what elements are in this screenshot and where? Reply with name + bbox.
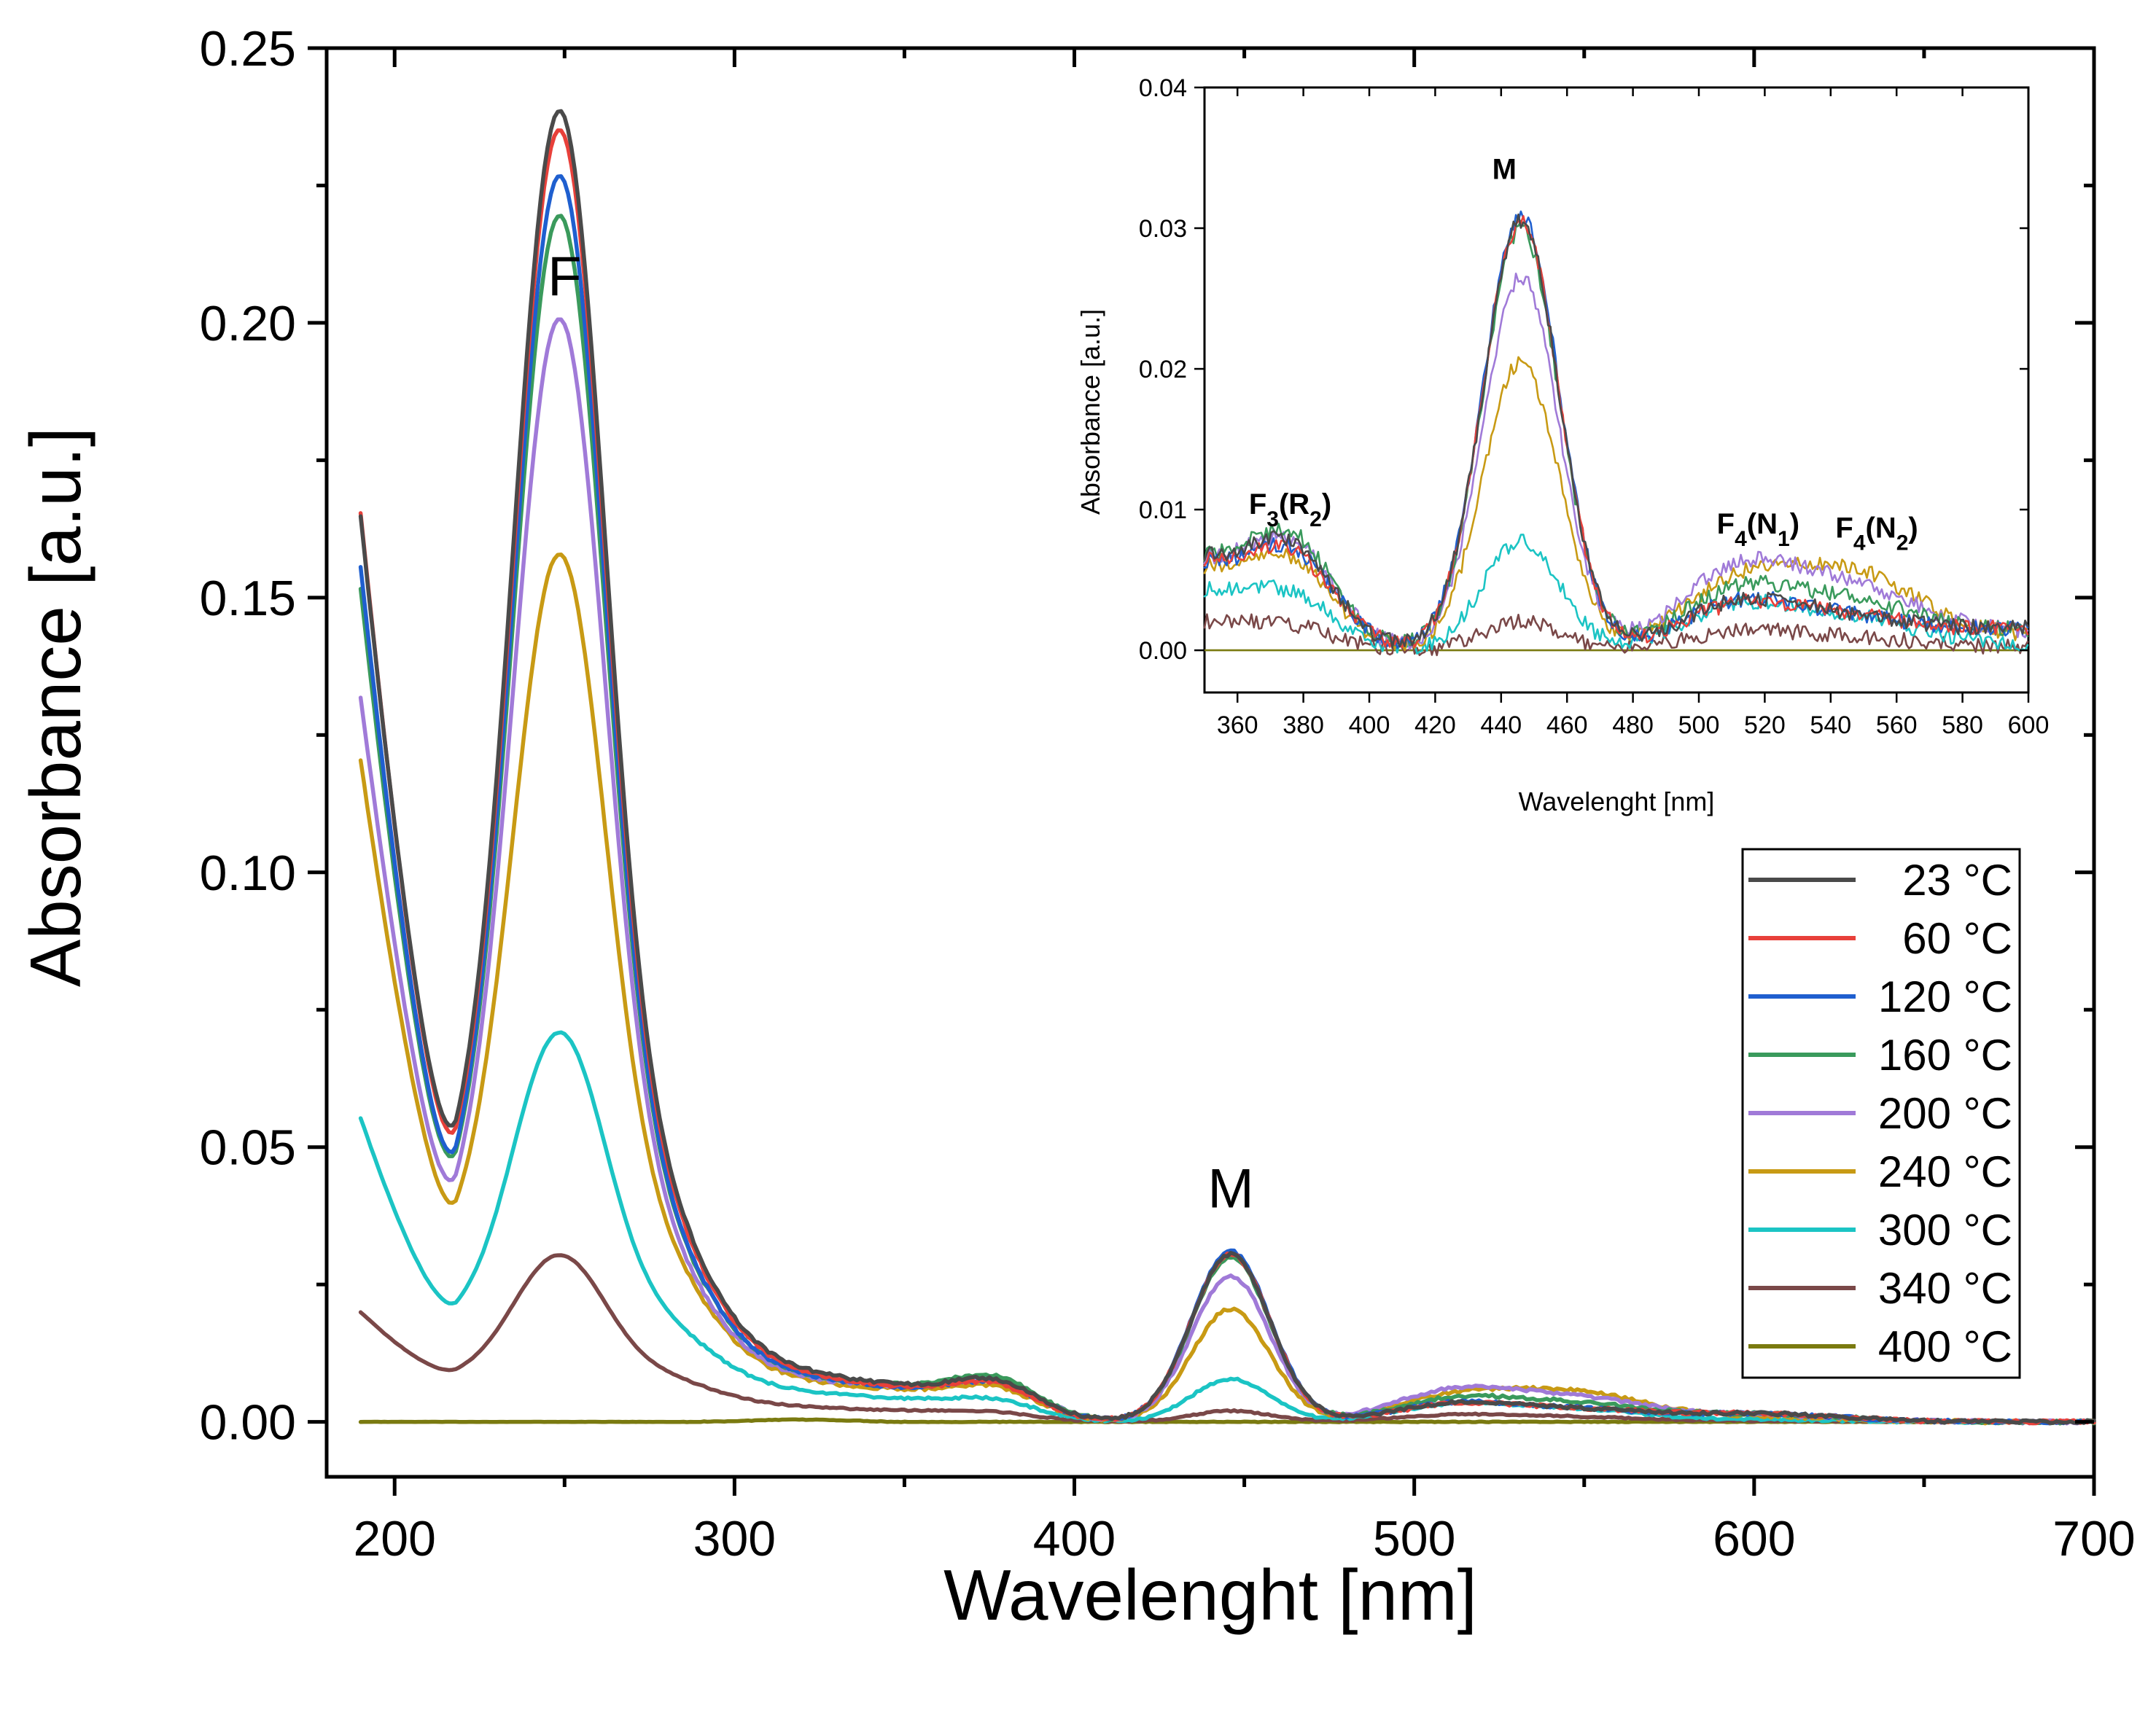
main-y-tick-label: 0.05 (200, 1120, 296, 1176)
main-y-axis-title: Absorbance [a.u.] (15, 427, 96, 987)
inset-x-tick-label: 580 (1942, 711, 1983, 739)
inset-y-axis-title: Absorbance [a.u.] (1075, 309, 1105, 515)
main-x-tick-label: 200 (353, 1511, 435, 1566)
main-peak-labels: FM (548, 246, 1254, 1219)
inset-y-tick-label: 0.04 (1139, 74, 1187, 102)
main-x-tick-label: 300 (693, 1511, 776, 1566)
legend-label: 400 °C (1878, 1322, 2012, 1371)
legend-label: 160 °C (1878, 1031, 2012, 1080)
inset-x-tick-label: 480 (1612, 711, 1654, 739)
legend: 23 °C 60 °C 120 °C 160 °C 200 °C 240 °C 300 °… (1741, 848, 2021, 1379)
inset-y-tick-label: 0.03 (1139, 215, 1187, 243)
inset-x-tick-label: 420 (1414, 711, 1456, 739)
legend-label: 200 °C (1878, 1089, 2012, 1138)
inset-series-340c (1203, 613, 2029, 657)
inset-peak-label: M (1493, 153, 1517, 185)
main-y-tick-label: 0.00 (200, 1395, 296, 1451)
inset-series-group (1203, 210, 2029, 657)
legend-label: 240 °C (1878, 1147, 2012, 1196)
legend-label: 300 °C (1878, 1206, 2012, 1254)
inset-x-tick-label: 500 (1678, 711, 1720, 739)
main-x-axis-title: Wavelenght [nm] (943, 1555, 1477, 1635)
main-y-tick-label: 0.20 (200, 296, 296, 351)
legend-label: 23 °C (1902, 856, 2012, 905)
main-x-tick-label: 600 (1713, 1511, 1795, 1566)
main-axis-ticks: 200 300 400 500 600 700 0.00 0.05 0.10 0.15 0.20 0.… (200, 21, 2136, 1566)
inset-x-tick-label: 600 (2008, 711, 2050, 739)
main-x-tick-label: 400 (1033, 1511, 1116, 1566)
main-series-23c (358, 109, 2096, 1425)
inset-x-tick-label: 540 (1810, 711, 1851, 739)
inset-y-tick-label: 0.01 (1139, 496, 1187, 524)
inset-y-tick-label: 0.00 (1139, 637, 1187, 665)
inset-series-23c (1203, 213, 2029, 649)
inset-x-tick-label: 380 (1283, 711, 1324, 739)
inset-y-tick-label: 0.02 (1139, 356, 1187, 383)
inset-plot-frame (1203, 86, 2030, 694)
main-plot-frame (324, 46, 2096, 1479)
inset-x-axis-title: Wavelenght [nm] (1519, 787, 1715, 816)
legend-label: 60 °C (1902, 914, 2012, 963)
main-peak-label-f: F (548, 246, 581, 308)
main-x-tick-label: 500 (1373, 1511, 1455, 1566)
inset-peak-label: F4(N2) (1835, 512, 1918, 555)
main-y-tick-label: 0.15 (200, 571, 296, 626)
inset-peak-label: F3(R2) (1249, 488, 1331, 531)
inset-peak-label: F4(N1) (1717, 508, 1799, 551)
inset-x-tick-label: 440 (1480, 711, 1522, 739)
main-series-group (358, 109, 2096, 1426)
main-series-240c (358, 553, 2096, 1426)
inset-x-tick-label: 400 (1349, 711, 1390, 739)
inset-x-tick-label: 520 (1744, 711, 1786, 739)
inset-x-tick-label: 560 (1876, 711, 1918, 739)
main-x-tick-label: 700 (2052, 1511, 2135, 1566)
main-y-tick-label: 0.25 (200, 21, 296, 77)
inset-x-tick-label: 360 (1217, 711, 1258, 739)
inset-peak-labels: M F3(R2) F4(N1) F4(N2) (1249, 153, 1918, 555)
inset-axis-ticks: 360 380 400 420 440 460 480 500 520 540 560 580 600 0… (1139, 74, 2050, 739)
legend-label: 340 °C (1878, 1264, 2012, 1313)
main-peak-label-m: M (1207, 1158, 1253, 1220)
inset-x-tick-label: 460 (1546, 711, 1588, 739)
legend-label: 120 °C (1878, 972, 2012, 1021)
main-y-tick-label: 0.10 (200, 846, 296, 901)
